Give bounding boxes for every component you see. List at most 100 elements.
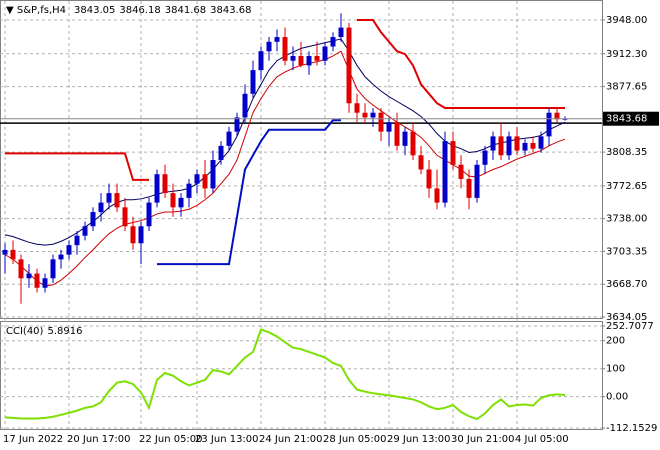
candle-body bbox=[338, 27, 344, 38]
candle-body bbox=[194, 174, 200, 184]
candle-body bbox=[234, 117, 240, 132]
cci-name: CCI(40) bbox=[6, 326, 44, 337]
candle-body bbox=[42, 278, 48, 288]
candle-body bbox=[314, 55, 320, 61]
candle-body bbox=[282, 37, 288, 61]
x-tick-label: 23 Jun 13:00 bbox=[195, 434, 259, 445]
x-tick-label: 28 Jun 05:00 bbox=[323, 434, 387, 445]
x-tick-label: 20 Jun 17:00 bbox=[67, 434, 131, 445]
candle-body bbox=[402, 131, 408, 146]
candle-body bbox=[546, 112, 552, 137]
candle-body bbox=[506, 136, 512, 156]
candle-body bbox=[554, 112, 560, 120]
candle-body bbox=[514, 136, 520, 151]
x-tick-label: 22 Jun 05:00 bbox=[139, 434, 203, 445]
y-tick-label: 200 bbox=[606, 336, 625, 347]
y-tick-label: -112.1529 bbox=[606, 423, 657, 434]
candle-body bbox=[538, 136, 544, 149]
candle-body bbox=[522, 143, 528, 151]
y-tick-label: 0.00 bbox=[606, 392, 628, 403]
candle-body bbox=[346, 27, 352, 104]
candle-body bbox=[2, 249, 8, 255]
candle-body bbox=[106, 193, 112, 203]
y-tick-label: 3808.35 bbox=[606, 147, 647, 158]
symbol: S&P,fs,H4 bbox=[17, 5, 66, 16]
candle-body bbox=[458, 164, 464, 179]
candle-body bbox=[226, 131, 232, 146]
candle-body bbox=[466, 178, 472, 198]
candle-body bbox=[362, 112, 368, 118]
candle-body bbox=[218, 145, 224, 161]
candle-body bbox=[378, 112, 384, 132]
candle-body bbox=[170, 193, 176, 208]
candle-body bbox=[178, 197, 184, 208]
last-close: 3843.68 bbox=[210, 5, 251, 16]
y-tick-label: 100 bbox=[606, 364, 625, 375]
y-tick-label: 3668.70 bbox=[606, 279, 647, 290]
candle-body bbox=[434, 188, 440, 203]
candle-body bbox=[418, 155, 424, 170]
candle-body bbox=[250, 70, 256, 94]
candle-body bbox=[322, 46, 328, 61]
candle-body bbox=[138, 226, 144, 244]
cci-frame bbox=[0, 321, 603, 430]
candle-body bbox=[530, 143, 536, 149]
candle-body bbox=[474, 164, 480, 198]
candle-body bbox=[26, 273, 32, 279]
candle-body bbox=[114, 193, 120, 208]
candle-body bbox=[290, 55, 296, 61]
candle-body bbox=[50, 259, 56, 279]
candle-body bbox=[442, 141, 448, 203]
candle-body bbox=[202, 174, 208, 189]
candle-body bbox=[122, 207, 128, 227]
candle-body bbox=[354, 103, 360, 113]
candle-body bbox=[306, 55, 312, 66]
main-frame bbox=[0, 0, 603, 319]
candle-body bbox=[154, 174, 160, 203]
candle-body bbox=[74, 235, 80, 246]
x-tick-label: 30 Jun 21:00 bbox=[451, 434, 515, 445]
y-tick-label: 3912.30 bbox=[606, 49, 647, 60]
indicator-line bbox=[4, 50, 566, 287]
candle-body bbox=[58, 254, 64, 260]
price-box bbox=[603, 111, 659, 126]
candle-body bbox=[242, 93, 248, 118]
candle-body bbox=[410, 131, 416, 156]
y-tick-label: 3634.05 bbox=[606, 312, 647, 323]
candle-body bbox=[186, 183, 192, 198]
y-tick-label: 3877.65 bbox=[606, 82, 647, 93]
arrow: ▼ bbox=[6, 5, 17, 16]
candle-body bbox=[82, 226, 88, 236]
candle-body bbox=[498, 136, 504, 156]
candle-body bbox=[482, 150, 488, 165]
candle-body bbox=[274, 37, 280, 42]
candle-body bbox=[266, 41, 272, 52]
price-label: 3843.68 bbox=[606, 114, 647, 125]
last-high: 3846.18 bbox=[119, 5, 160, 16]
x-tick-label: 4 Jul 05:00 bbox=[515, 434, 569, 445]
indicator-line bbox=[157, 119, 341, 266]
cci-last: 5.8916 bbox=[47, 326, 82, 337]
last-low: 3841.68 bbox=[165, 5, 206, 16]
y-tick-label: 3772.65 bbox=[606, 181, 647, 192]
candle-body bbox=[450, 141, 456, 165]
candle-body bbox=[394, 122, 400, 146]
candle-body bbox=[66, 245, 72, 255]
candle-body bbox=[162, 174, 168, 194]
y-tick-label: 3948.00 bbox=[606, 15, 647, 26]
x-tick-label: 17 Jun 2022 bbox=[3, 434, 63, 445]
x-tick-label: 24 Jun 21:00 bbox=[259, 434, 323, 445]
y-tick-label: 252.7077 bbox=[606, 321, 654, 332]
y-tick-label: 3738.00 bbox=[606, 214, 647, 225]
candle-body bbox=[210, 160, 216, 189]
chart-title: ▼ S&P,fs,H4 3843.05 3846.18 3841.68 3843.68 bbox=[6, 5, 251, 16]
candle-body bbox=[426, 169, 432, 189]
y-tick-label: 3703.35 bbox=[606, 246, 647, 257]
candle-body bbox=[34, 273, 40, 288]
cci-line bbox=[4, 328, 566, 421]
last-open: 3843.05 bbox=[74, 5, 115, 16]
candle-body bbox=[370, 112, 376, 118]
candle-body bbox=[146, 202, 152, 227]
